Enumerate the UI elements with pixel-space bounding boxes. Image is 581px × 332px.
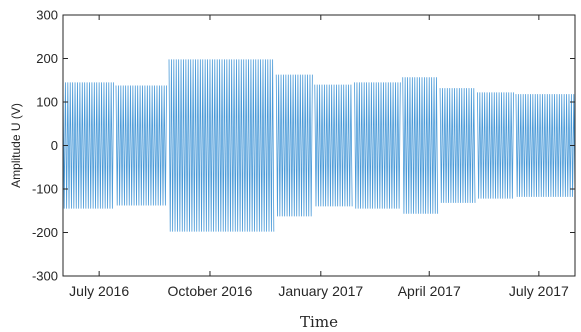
y-tick-label: -200 [32, 225, 58, 240]
waveform-segment-5 [314, 84, 353, 207]
x-tick-label: July 2017 [509, 283, 569, 299]
waveform-segment-9 [477, 92, 514, 199]
y-tick-label: -300 [32, 269, 58, 284]
y-tick-label: 100 [36, 95, 58, 110]
waveform-segment-8 [439, 88, 476, 203]
x-axis-label: Time [300, 313, 338, 331]
x-tick-label: January 2017 [278, 283, 363, 299]
y-tick-label: -100 [32, 182, 58, 197]
waveform-segment-6 [354, 82, 401, 209]
y-tick-label: 200 [36, 51, 58, 66]
y-tick-label: 300 [36, 8, 58, 23]
waveform-segment-4 [275, 74, 313, 217]
waveform-segment-1 [62, 82, 114, 209]
y-axis-ticks: -300 -200 -100 0 100 200 300 [32, 8, 575, 284]
x-tick-label: October 2016 [168, 283, 253, 299]
x-tick-label: July 2016 [69, 283, 129, 299]
plot-area [62, 59, 576, 232]
x-tick-label: April 2017 [398, 283, 461, 299]
y-tick-label: 0 [51, 138, 58, 153]
waveform-segment-2 [115, 85, 167, 206]
y-axis-label: Amplitude U (V) [9, 103, 23, 188]
waveform-segment-7 [402, 77, 439, 214]
x-axis-ticks: July 2016 October 2016 January 2017 April 2… [69, 15, 569, 299]
waveform-segment-3 [168, 59, 275, 232]
waveform-segment-10 [515, 94, 576, 197]
